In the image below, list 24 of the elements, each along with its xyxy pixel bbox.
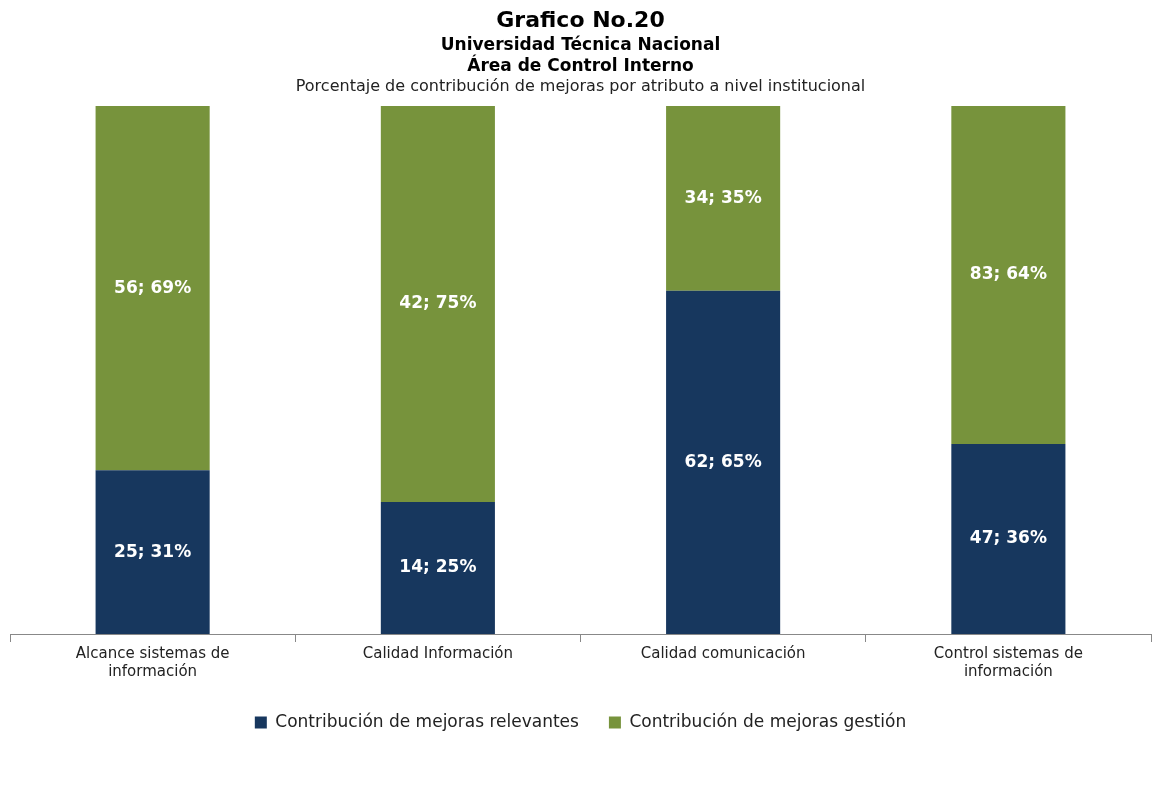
bar	[95, 470, 210, 634]
x-tick-label: Calidad Información	[362, 643, 513, 662]
bar	[951, 443, 1066, 634]
data-label: 62; 65%	[684, 450, 762, 471]
legend-label: Contribución de mejoras relevantes	[275, 710, 580, 731]
x-tick-label: Alcance sistemas de información	[75, 643, 230, 680]
data-label: 25; 31%	[114, 540, 192, 561]
data-label: 47; 36%	[969, 527, 1047, 548]
data-label: 14; 25%	[399, 556, 477, 577]
data-label: 83; 64%	[969, 263, 1047, 284]
data-label: 42; 75%	[399, 292, 477, 313]
chart-subtitle: Porcentaje de contribución de mejoras por atributo a nivel institucional	[294, 76, 867, 96]
bar	[666, 106, 781, 291]
chart-title: Grafico No.20 Universidad Técnica Nacional Área de Control Interno	[439, 6, 722, 76]
bar	[951, 106, 1066, 444]
bar	[666, 290, 781, 634]
data-label: 34; 35%	[684, 186, 762, 207]
bar	[380, 502, 495, 634]
data-label: 56; 69%	[114, 276, 192, 297]
bar	[95, 106, 210, 471]
bar	[380, 106, 495, 502]
x-tick-label: Calidad comunicación	[640, 643, 806, 662]
legend-label: Contribución de mejoras gestión	[629, 710, 907, 731]
x-tick-label: Control sistemas de información	[933, 643, 1083, 680]
